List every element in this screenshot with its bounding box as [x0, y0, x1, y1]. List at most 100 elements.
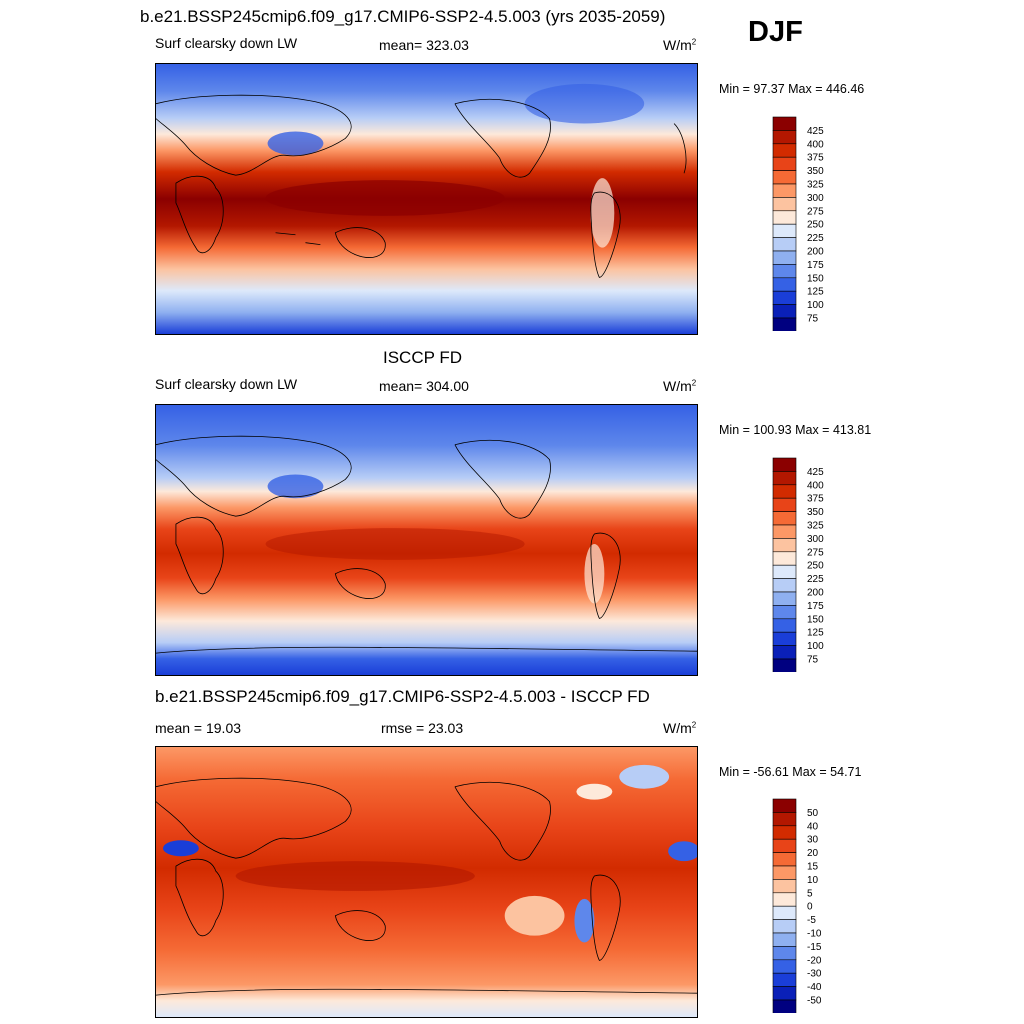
panel-3-mean: mean = 19.03: [155, 720, 242, 736]
colorbar-box: [772, 264, 797, 279]
season-label: DJF: [748, 16, 803, 48]
colorbar-tick-label: -40: [807, 982, 822, 993]
colorbar-box: [772, 484, 797, 499]
colorbar-tick-label: 5: [807, 888, 813, 899]
colorbar-box: [772, 932, 797, 947]
colorbar-tick-label: 425: [807, 467, 824, 478]
colorbar-box: [772, 143, 797, 158]
colorbar-box: [772, 631, 797, 646]
colorbar-box: [772, 457, 797, 472]
colorbar-tick-label: 225: [807, 574, 824, 585]
colorbar-box: [772, 986, 797, 1001]
colorbar-tick-label: 150: [807, 273, 824, 284]
colorbar-box: [772, 564, 797, 579]
colorbar-box: [772, 197, 797, 212]
colorbar-box: [772, 551, 797, 566]
colorbar-box: [772, 959, 797, 974]
colorbar-tick-label: -50: [807, 996, 822, 1007]
colorbar-box: [772, 919, 797, 934]
colorbar-box: [772, 317, 797, 332]
colorbar-tick-label: 75: [807, 655, 819, 666]
panel-1-map: [155, 63, 698, 335]
colorbar-tick-label: 275: [807, 206, 824, 217]
colorbar-tick-label: 325: [807, 180, 824, 191]
colorbar-box: [772, 972, 797, 987]
colorbar-tick-label: 375: [807, 494, 824, 505]
panel-3-rmse: rmse = 23.03: [381, 720, 464, 736]
colorbar-box: [772, 999, 797, 1014]
colorbar-tick-label: 400: [807, 139, 824, 150]
colorbar-tick-label: 350: [807, 166, 824, 177]
colorbar-box: [772, 879, 797, 894]
panel-1-mean: mean= 323.03: [379, 37, 469, 53]
colorbar-box: [772, 223, 797, 238]
colorbar-box: [772, 605, 797, 620]
colorbar-box: [772, 812, 797, 827]
panel-3-units: W/m2: [663, 720, 697, 736]
colorbar-tick-label: 15: [807, 862, 819, 873]
colorbar-box: [772, 250, 797, 265]
panel-1-variable: Surf clearsky down LW: [155, 35, 298, 51]
colorbar-tick-label: 225: [807, 233, 824, 244]
colorbar-tick-label: 20: [807, 848, 819, 859]
colorbar-box: [772, 825, 797, 840]
colorbar-box: [772, 591, 797, 606]
colorbar-tick-label: 175: [807, 601, 824, 612]
panel-1-units: W/m2: [663, 37, 697, 53]
colorbar-tick-label: 325: [807, 521, 824, 532]
colorbar-tick-label: -10: [807, 929, 822, 940]
panel-1-min-max: Min = 97.37 Max = 446.46: [719, 82, 865, 96]
colorbar-tick-label: 175: [807, 260, 824, 271]
colorbar-tick-label: -30: [807, 969, 822, 980]
colorbar-box: [772, 237, 797, 252]
colorbar-tick-label: 30: [807, 835, 819, 846]
colorbar-tick-label: 0: [807, 902, 813, 913]
colorbar-box: [772, 658, 797, 673]
colorbar-tick-label: 200: [807, 247, 824, 258]
panel-2-units: W/m2: [663, 378, 697, 394]
colorbar-tick-label: -5: [807, 915, 816, 926]
colorbar-box: [772, 116, 797, 131]
colorbar-box: [772, 290, 797, 305]
colorbar-box: [772, 183, 797, 198]
colorbar-box: [772, 511, 797, 526]
colorbar-box: [772, 497, 797, 512]
colorbar-box: [772, 892, 797, 907]
colorbar-box: [772, 852, 797, 867]
colorbar-tick-label: 150: [807, 614, 824, 625]
colorbar-tick-label: 125: [807, 628, 824, 639]
colorbar-tick-label: 300: [807, 534, 824, 545]
colorbar-box: [772, 156, 797, 171]
colorbar-tick-label: 275: [807, 547, 824, 558]
panel-3-map: [155, 746, 698, 1018]
colorbar-box: [772, 838, 797, 853]
colorbar-box: [772, 538, 797, 553]
colorbar-box: [772, 798, 797, 813]
colorbar-box: [772, 524, 797, 539]
colorbar-box: [772, 905, 797, 920]
panel-2-map: [155, 404, 698, 676]
colorbar-tick-label: 350: [807, 507, 824, 518]
colorbar-tick-label: 250: [807, 561, 824, 572]
colorbar-box: [772, 170, 797, 185]
colorbar-box: [772, 210, 797, 225]
panel-1-title: b.e21.BSSP245cmip6.f09_g17.CMIP6-SSP2-4.…: [140, 7, 666, 26]
colorbar-tick-label: 200: [807, 588, 824, 599]
colorbar-box: [772, 304, 797, 319]
colorbar-tick-label: -15: [807, 942, 822, 953]
colorbar-tick-label: 50: [807, 808, 819, 819]
panel-2-min-max: Min = 100.93 Max = 413.81: [719, 423, 872, 437]
colorbar-tick-label: 425: [807, 126, 824, 137]
colorbar-tick-label: 40: [807, 821, 819, 832]
colorbar-box: [772, 471, 797, 486]
panel-2-colorbar: 425 400 375 350 325 300 275 250 225 200 175 150 125 1…: [772, 457, 862, 677]
colorbar-box: [772, 865, 797, 880]
colorbar-tick-label: 375: [807, 153, 824, 164]
panel-1-colorbar: 425 400 375 350 325 300 275 250 225 200 175 150 125 1…: [772, 116, 862, 336]
panel-2-mean: mean= 304.00: [379, 378, 469, 394]
colorbar-box: [772, 645, 797, 660]
colorbar-tick-label: 75: [807, 314, 819, 325]
panel-3-min-max: Min = -56.61 Max = 54.71: [719, 765, 862, 779]
colorbar-box: [772, 946, 797, 961]
colorbar-tick-label: 125: [807, 287, 824, 298]
